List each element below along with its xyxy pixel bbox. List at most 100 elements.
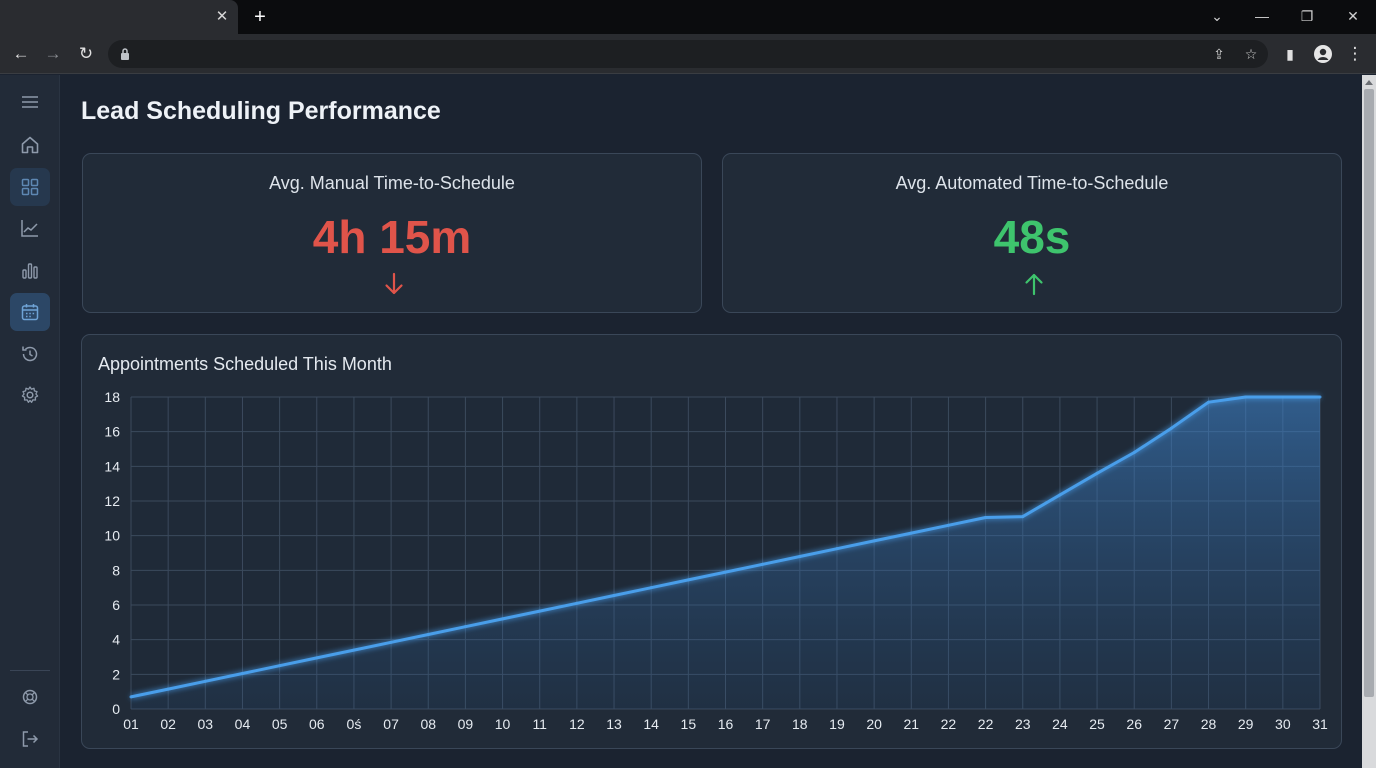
sidebar-item-home[interactable] xyxy=(10,126,50,164)
back-icon[interactable]: ← xyxy=(12,44,30,63)
main-content: Lead Scheduling Performance Avg. Manual … xyxy=(61,75,1362,768)
y-tick-label: 4 xyxy=(112,632,120,648)
data-point xyxy=(1207,400,1211,404)
data-point xyxy=(724,570,727,574)
bar-chart-icon xyxy=(22,263,38,279)
x-tick-label: 07 xyxy=(383,716,399,732)
data-point xyxy=(1318,395,1322,399)
y-tick-label: 12 xyxy=(104,493,120,509)
x-tick-label: 31 xyxy=(1312,716,1328,732)
x-tick-label: 08 xyxy=(420,716,436,732)
browser-menu-icon[interactable]: ⋮ xyxy=(1346,44,1364,63)
sidebar-item-calendar[interactable] xyxy=(10,293,50,331)
x-tick-label: 02 xyxy=(160,716,176,732)
x-tick-label: 24 xyxy=(1052,716,1068,732)
data-point xyxy=(1095,471,1099,475)
close-window-icon[interactable]: ✕ xyxy=(1347,8,1359,24)
profile-avatar-icon[interactable] xyxy=(1311,42,1335,66)
scrollbar-thumb[interactable] xyxy=(1364,89,1374,697)
page-scrollbar[interactable] xyxy=(1362,75,1376,768)
data-point xyxy=(686,578,690,582)
logout-icon xyxy=(22,731,39,747)
lock-icon xyxy=(121,48,129,60)
x-tick-label: 12 xyxy=(569,716,585,732)
x-tick-label: 15 xyxy=(681,716,697,732)
sidebar-item-support[interactable] xyxy=(10,678,50,716)
new-tab-button[interactable]: + xyxy=(254,6,266,28)
data-point xyxy=(315,656,319,660)
calendar-icon xyxy=(21,304,39,321)
browser-tabstrip: ✕ + ⌄ — ❐ ✕ xyxy=(0,0,1376,34)
x-tick-label: 17 xyxy=(755,716,771,732)
sidebar-item-analytics[interactable] xyxy=(10,209,50,247)
bookmark-star-icon[interactable]: ☆ xyxy=(1244,46,1258,62)
data-point xyxy=(1244,395,1248,399)
support-icon xyxy=(22,689,38,705)
x-tick-label: 23 xyxy=(1015,716,1031,732)
y-tick-label: 14 xyxy=(104,458,120,474)
x-tick-label: 13 xyxy=(606,716,622,732)
sidebar-item-settings[interactable] xyxy=(10,376,50,414)
data-point xyxy=(798,554,802,558)
x-tick-label: 14 xyxy=(643,716,659,732)
data-point xyxy=(1021,515,1025,519)
x-tick-label: 22 xyxy=(941,716,957,732)
menu-icon xyxy=(22,96,38,108)
x-tick-label: 03 xyxy=(198,716,214,732)
data-point xyxy=(166,687,170,691)
browser-toolbar: ← → ↻ ⇪ ☆ ▮ ⋮ xyxy=(0,34,1376,74)
data-point xyxy=(463,625,467,629)
share-icon[interactable]: ⇪ xyxy=(1213,46,1225,62)
x-tick-label: 29 xyxy=(1238,716,1254,732)
data-point xyxy=(575,601,579,605)
reload-icon[interactable]: ↻ xyxy=(78,44,94,63)
line-chart-icon xyxy=(21,220,38,237)
x-tick-label: 21 xyxy=(903,716,919,732)
sidebar xyxy=(0,75,60,768)
restore-icon[interactable]: ❐ xyxy=(1300,8,1314,24)
data-point xyxy=(1132,450,1136,454)
kpi-manual-value: 4h 15m xyxy=(312,211,472,263)
data-point xyxy=(946,523,950,527)
data-point xyxy=(240,671,244,675)
browser-tab[interactable]: ✕ xyxy=(0,0,238,34)
sidebar-item-dashboard[interactable] xyxy=(10,168,50,206)
tab-close-icon[interactable]: ✕ xyxy=(215,8,229,25)
data-point xyxy=(909,531,913,535)
kpi-automated-label: Avg. Automated Time-to-Schedule xyxy=(895,173,1169,193)
minimize-icon[interactable]: — xyxy=(1255,8,1269,24)
data-point xyxy=(872,539,876,543)
address-bar[interactable]: ⇪ ☆ xyxy=(108,40,1268,68)
kpi-manual-label: Avg. Manual Time-to-Schedule xyxy=(269,173,515,193)
y-tick-label: 8 xyxy=(112,562,120,578)
data-point xyxy=(612,593,616,597)
settings-icon xyxy=(21,386,39,403)
history-icon xyxy=(22,346,38,362)
x-tick-label: 01 xyxy=(123,716,139,732)
tab-search-icon[interactable]: ⌄ xyxy=(1211,8,1223,24)
scroll-up-icon[interactable] xyxy=(1365,79,1373,85)
data-point xyxy=(426,632,430,636)
data-point xyxy=(278,664,282,668)
data-point xyxy=(389,640,393,644)
x-tick-label: 10 xyxy=(495,716,511,732)
sidebar-item-reports[interactable] xyxy=(10,251,50,289)
sidebar-item-menu[interactable] xyxy=(10,83,50,121)
x-tick-label: 26 xyxy=(1126,716,1142,732)
data-point xyxy=(984,515,988,519)
x-tick-label: 0ś xyxy=(347,716,362,732)
y-tick-label: 2 xyxy=(112,666,120,682)
page-title: Lead Scheduling Performance xyxy=(81,97,441,125)
x-tick-label: 20 xyxy=(866,716,882,732)
x-tick-label: 30 xyxy=(1275,716,1291,732)
arrow-up-icon xyxy=(1025,273,1043,296)
forward-icon[interactable]: → xyxy=(44,44,62,63)
data-point xyxy=(129,695,133,699)
chart-title: Appointments Scheduled This Month xyxy=(98,354,392,374)
side-panel-icon[interactable]: ▮ xyxy=(1286,46,1294,62)
sidebar-item-logout[interactable] xyxy=(10,720,50,758)
data-point xyxy=(649,586,653,590)
y-tick-label: 10 xyxy=(104,528,120,544)
sidebar-item-history[interactable] xyxy=(10,335,50,373)
